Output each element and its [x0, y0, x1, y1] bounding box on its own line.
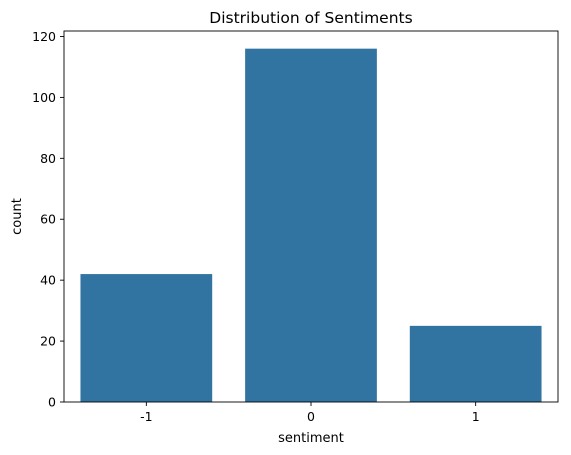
x-axis-ticks: -1 0 1: [140, 402, 480, 424]
y-tick-label: 100: [32, 90, 56, 105]
x-tick-label: -1: [140, 409, 152, 424]
y-tick-label: 40: [40, 273, 56, 288]
y-axis-label: count: [10, 198, 25, 235]
y-tick-label: 20: [40, 334, 56, 349]
x-tick-label: 0: [307, 409, 315, 424]
y-axis-ticks: 0 20 40 60 80 100 120: [32, 29, 64, 410]
y-tick-label: 0: [48, 395, 56, 410]
y-tick-label: 120: [32, 29, 56, 44]
y-tick-label: 60: [40, 212, 56, 227]
x-tick-label: 1: [472, 409, 480, 424]
bar-0: [245, 48, 377, 403]
chart-title: Distribution of Sentiments: [209, 9, 412, 27]
bar-1: [409, 325, 542, 402]
bar-group: [80, 48, 542, 403]
x-axis-label: sentiment: [278, 431, 344, 446]
y-tick-label: 80: [40, 151, 56, 166]
plot-frame: [63, 30, 559, 403]
bar--1: [80, 274, 213, 402]
